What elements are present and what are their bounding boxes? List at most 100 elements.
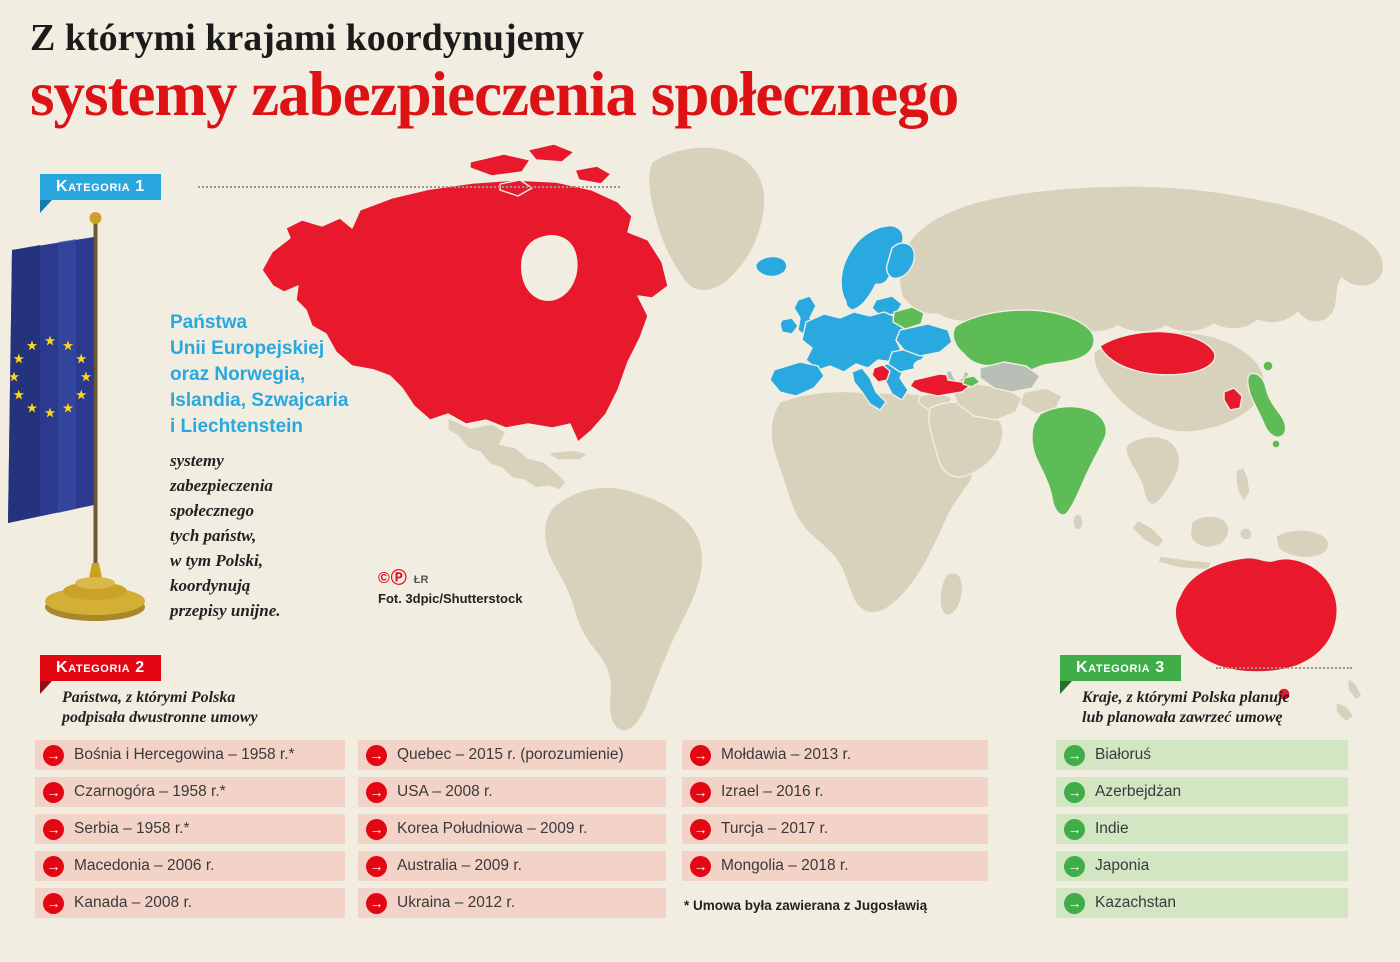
- map-sri-lanka: [1072, 513, 1084, 531]
- flag-base: [45, 563, 145, 621]
- country-label: USA – 2008 r.: [397, 783, 493, 800]
- planned-country-row: → Kazachstan: [1056, 888, 1348, 918]
- map-mongolia: [1099, 330, 1216, 376]
- country-label: Korea Południowa – 2009 r.: [397, 820, 588, 837]
- map-australia: [1174, 556, 1338, 701]
- arrow-icon: →: [690, 781, 711, 803]
- agreement-row: → USA – 2008 r.: [358, 777, 666, 807]
- arrow-icon: →: [1064, 818, 1085, 840]
- kategoria-2-column-1: → Bośnia i Hercegowina – 1958 r.* → Czar…: [35, 740, 345, 925]
- country-label: Quebec – 2015 r. (porozumienie): [397, 746, 624, 763]
- agreement-row: → Bośnia i Hercegowina – 1958 r.*: [35, 740, 345, 770]
- agreement-row: → Ukraina – 2012 r.: [358, 888, 666, 918]
- kategoria-1-description: systemy zabezpieczenia społecznego tych …: [170, 451, 281, 620]
- copyright-icons: ©Ⓟ: [378, 570, 408, 587]
- agreement-row: → Turcja – 2017 r.: [682, 814, 988, 844]
- map-caspian-sea: [950, 351, 966, 381]
- country-label: Indie: [1095, 820, 1129, 837]
- map-kazakhstan: [952, 309, 1095, 373]
- arrow-icon: →: [1064, 781, 1085, 803]
- agreement-row: → Mongolia – 2018 r.: [682, 851, 988, 881]
- title-line-2: systemy zabezpieczenia społecznego: [30, 59, 959, 129]
- country-label: Australia – 2009 r.: [397, 857, 522, 874]
- agreement-row: → Serbia – 1958 r.*: [35, 814, 345, 844]
- country-label: Ukraina – 2012 r.: [397, 894, 516, 911]
- eu-flag: [8, 212, 145, 621]
- map-greenland: [647, 146, 766, 292]
- planned-country-row: → Japonia: [1056, 851, 1348, 881]
- agreement-row: → Kanada – 2008 r.: [35, 888, 345, 918]
- kategoria-2-badge: Kategoria 2: [40, 655, 161, 694]
- country-label: Mongolia – 2018 r.: [721, 857, 849, 874]
- country-label: Japonia: [1095, 857, 1150, 874]
- kategoria-3-dotted-line: [1216, 667, 1352, 669]
- arrow-icon: →: [690, 744, 711, 766]
- agreement-row: → Quebec – 2015 r. (porozumienie): [358, 740, 666, 770]
- map-azerbaijan: [962, 375, 981, 388]
- agreement-row: → Australia – 2009 r.: [358, 851, 666, 881]
- flag-finial: [89, 212, 102, 224]
- kategoria-3-badge: Kategoria 3: [1060, 655, 1181, 694]
- map-north-america: [261, 143, 669, 443]
- arrow-icon: →: [43, 855, 64, 877]
- country-label: Turcja – 2017 r.: [721, 820, 829, 837]
- map-cuba: [547, 449, 589, 461]
- country-label: Izrael – 2016 r.: [721, 783, 824, 800]
- country-label: Kazachstan: [1095, 894, 1176, 911]
- arrow-icon: →: [43, 744, 64, 766]
- country-label: Azerbejdżan: [1095, 783, 1182, 800]
- map-south-america: [543, 486, 704, 732]
- planned-country-row: → Azerbejdżan: [1056, 777, 1348, 807]
- map-black-sea: [913, 358, 943, 374]
- author-initials: ŁR: [413, 574, 429, 586]
- arrow-icon: →: [366, 892, 387, 914]
- kategoria-1-heading: Państwa Unii Europejskiej oraz Norwegia,…: [170, 312, 349, 437]
- photo-credit: ©Ⓟ ŁR Fot. 3dpic/Shutterstock: [378, 564, 522, 606]
- flag-cloth: [8, 237, 94, 523]
- country-label: Kanada – 2008 r.: [74, 894, 193, 911]
- planned-country-row: → Białoruś: [1056, 740, 1348, 770]
- map-belarus: [892, 306, 925, 330]
- arrow-icon: →: [366, 818, 387, 840]
- kategoria-1-badge: Kategoria 1: [40, 174, 161, 213]
- map-middle-east: [917, 383, 1063, 478]
- country-label: Białoruś: [1095, 746, 1151, 763]
- map-new-zealand: [1335, 677, 1363, 723]
- country-label: Czarnogóra – 1958 r.*: [74, 783, 226, 800]
- map-japan: [1247, 360, 1287, 449]
- flag-pole: [93, 221, 98, 585]
- map-india: [1031, 405, 1108, 516]
- arrow-icon: →: [366, 744, 387, 766]
- arrow-icon: →: [690, 818, 711, 840]
- arrow-icon: →: [366, 855, 387, 877]
- map-madagascar: [939, 571, 964, 616]
- map-serbia: [871, 364, 891, 383]
- country-label: Mołdawia – 2013 r.: [721, 746, 852, 763]
- arrow-icon: →: [366, 781, 387, 803]
- arrow-icon: →: [43, 892, 64, 914]
- agreement-row: → Macedonia – 2006 r.: [35, 851, 345, 881]
- map-ukraine: [895, 323, 953, 357]
- agreement-row: → Czarnogóra – 1958 r.*: [35, 777, 345, 807]
- country-label: Serbia – 1958 r.*: [74, 820, 190, 837]
- arrow-icon: →: [690, 855, 711, 877]
- kategoria-3-list: → Białoruś → Azerbejdżan → Indie → Japon…: [1056, 740, 1348, 925]
- arrow-icon: →: [1064, 855, 1085, 877]
- agreement-row: → Izrael – 2016 r.: [682, 777, 988, 807]
- kategoria-2-column-2: → Quebec – 2015 r. (porozumienie) → USA …: [358, 740, 666, 925]
- kategoria-1-dotted-line: [198, 186, 620, 188]
- arrow-icon: →: [43, 818, 64, 840]
- map-southeast-asia: [1125, 435, 1330, 571]
- title-line-1: Z którymi krajami koordynujemy: [30, 17, 585, 59]
- country-label: Macedonia – 2006 r.: [74, 857, 215, 874]
- planned-country-row: → Indie: [1056, 814, 1348, 844]
- arrow-icon: →: [1064, 744, 1085, 766]
- map-russia: [898, 185, 1385, 333]
- agreement-row: → Mołdawia – 2013 r.: [682, 740, 988, 770]
- kategoria-2-subtitle: Państwa, z którymi Polska podpisała dwus…: [62, 689, 258, 726]
- arrow-icon: →: [43, 781, 64, 803]
- arrow-icon: →: [1064, 892, 1085, 914]
- photo-credit-text: Fot. 3dpic/Shutterstock: [378, 591, 523, 606]
